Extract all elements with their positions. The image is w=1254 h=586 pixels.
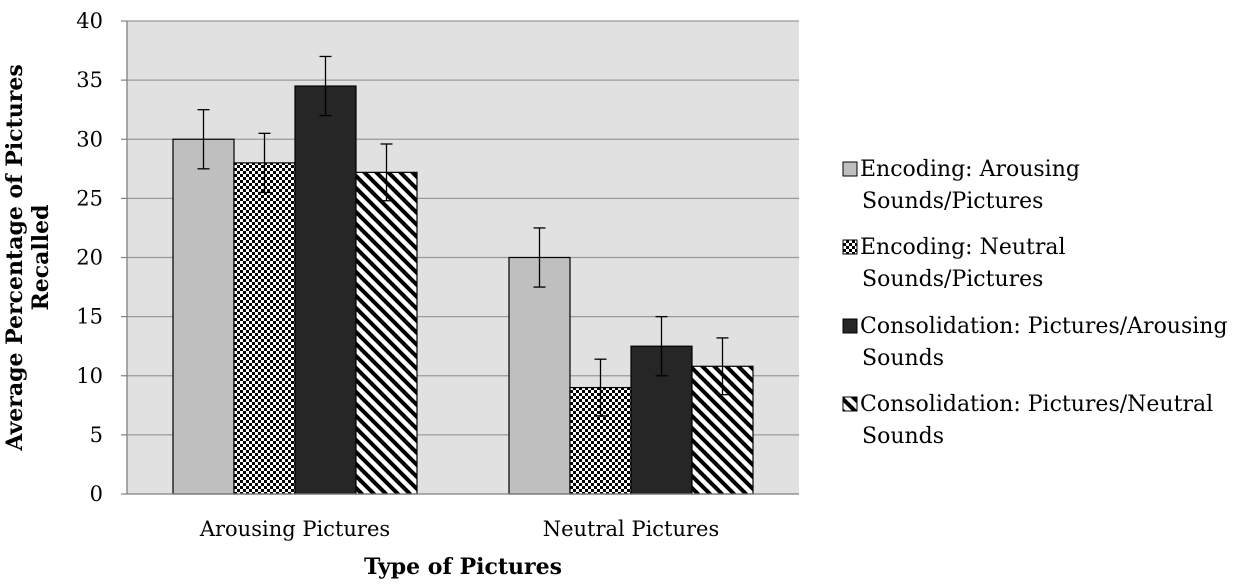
legend-label: Encoding: Arousing [860,157,1080,182]
x-category-label: Arousing Pictures [199,517,390,541]
bar [233,162,296,495]
error-bars [197,55,729,417]
legend-label: Consolidation: Pictures/Neutral [860,392,1213,417]
legend-label: Encoding: Neutral [860,235,1066,260]
bar [508,256,571,495]
bars [172,85,754,495]
axes [126,21,799,495]
y-tick-label: 15 [76,305,103,329]
x-category-label: Neutral Pictures [543,517,720,541]
legend-label: Sounds/Pictures [862,267,1043,292]
legend-swatch [842,396,858,412]
bar [172,138,235,495]
y-tick-label: 20 [76,246,103,270]
y-axis-title-line: Recalled [28,204,54,310]
y-tick-label: 30 [76,127,103,151]
x-category-labels: Arousing Pictures Neutral Pictures [199,517,719,541]
legend-label: Sounds [862,424,944,449]
legend-label: Consolidation: Pictures/Arousing [860,314,1228,339]
bar [355,171,418,495]
legend-swatch [842,318,858,334]
y-tick-label: 40 [76,9,103,33]
y-tick-label: 5 [90,423,103,447]
y-tick-label: 0 [90,482,103,506]
legend-label: Sounds/Pictures [862,189,1043,214]
legend: Encoding: Arousing Sounds/Pictures Encodin… [842,157,1228,449]
y-tick-labels: 0 5 10 15 20 25 30 35 40 [76,9,127,506]
bar [294,85,357,495]
legend-swatch [842,239,858,255]
y-tick-label: 10 [76,364,103,388]
x-axis-title: Type of Pictures [364,554,562,580]
y-axis-title-line: Average Percentage of Pictures [2,64,28,451]
y-tick-label: 25 [76,186,103,210]
y-axis-title: Average Percentage of Pictures Recalled [2,64,54,451]
legend-swatch [842,161,858,177]
y-tick-label: 35 [76,68,103,92]
legend-label: Sounds [862,346,944,371]
